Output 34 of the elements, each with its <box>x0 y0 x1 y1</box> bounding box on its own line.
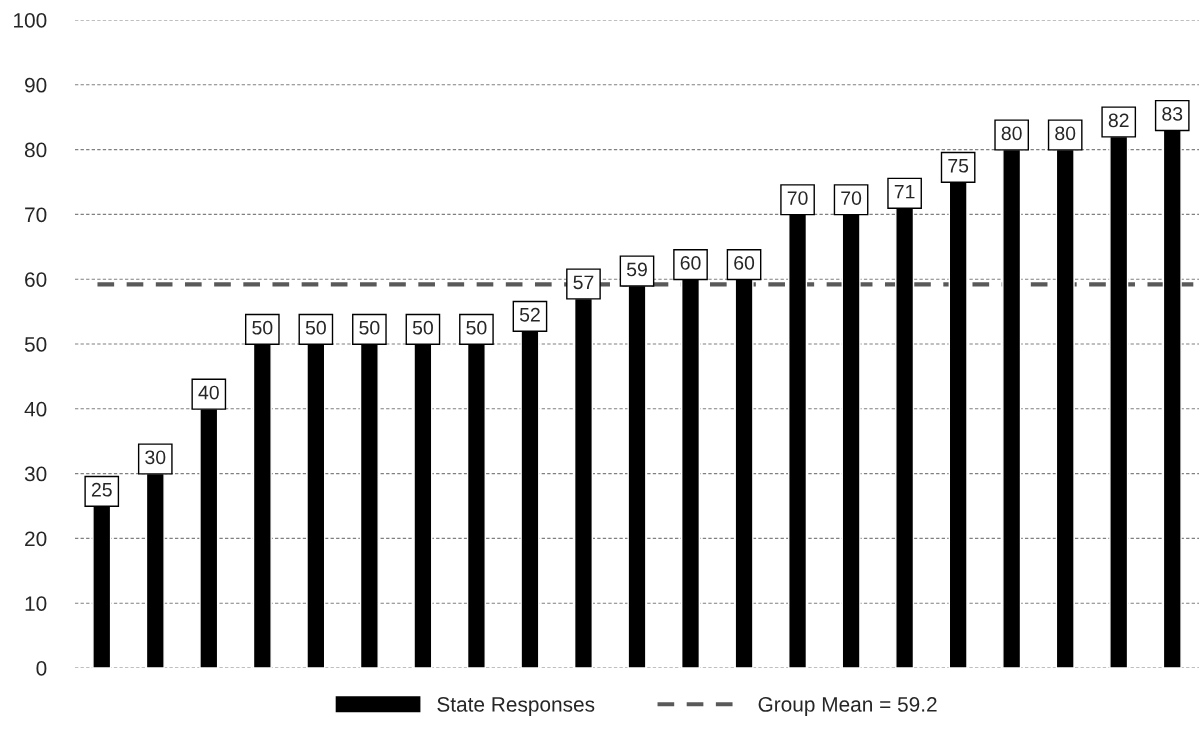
y-tick-label: 60 <box>25 272 47 287</box>
y-tick-label: 0 <box>36 661 47 676</box>
data-label: 70 <box>787 191 808 205</box>
data-label: 75 <box>948 159 969 173</box>
data-label: 80 <box>1001 126 1022 141</box>
data-label: 59 <box>626 262 647 277</box>
data-label: 50 <box>466 320 487 335</box>
y-tick-label: 70 <box>25 207 47 223</box>
data-label: 50 <box>412 320 433 335</box>
data-label: 25 <box>91 482 112 497</box>
y-tick-label: 90 <box>25 77 47 93</box>
data-label: 82 <box>1108 113 1129 128</box>
data-label: 71 <box>894 184 915 199</box>
y-tick-label: 20 <box>25 531 47 547</box>
data-label: 52 <box>519 307 540 322</box>
data-label: 50 <box>359 320 380 335</box>
y-tick-label: 40 <box>24 401 47 417</box>
data-label: 40 <box>198 385 219 400</box>
data-label: 60 <box>680 256 701 270</box>
data-label: 70 <box>841 191 862 205</box>
y-tick-label: 30 <box>24 466 47 482</box>
y-tick-label: 10 <box>25 596 47 611</box>
legend-label: Group Mean = 59.2 <box>758 697 937 716</box>
data-label: 60 <box>734 256 755 270</box>
y-tick-label: 50 <box>24 337 47 352</box>
data-label: 50 <box>252 320 273 335</box>
y-tick-label: 80 <box>24 142 47 158</box>
legend-label: State Responses <box>437 697 595 716</box>
data-label: 57 <box>573 275 594 290</box>
data-label: 30 <box>145 450 166 465</box>
data-label: 50 <box>305 320 326 335</box>
data-label: 80 <box>1055 126 1076 141</box>
data-label: 83 <box>1162 106 1183 121</box>
y-tick-label: 100 <box>14 13 47 28</box>
